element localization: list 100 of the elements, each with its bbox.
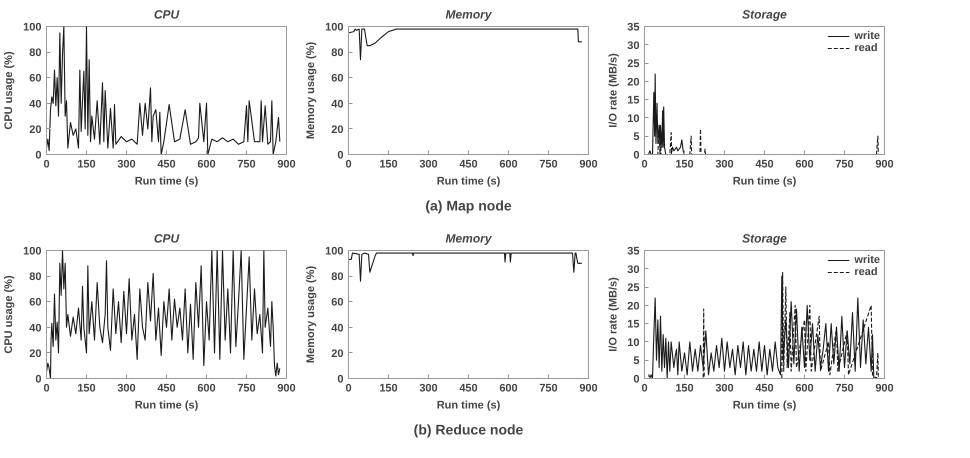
y-tick-label: 0 bbox=[337, 150, 344, 162]
x-tick-label: 600 bbox=[197, 382, 216, 394]
y-tick-label: 40 bbox=[331, 322, 344, 334]
x-tick-label: 0 bbox=[641, 382, 648, 394]
x-tick-label: 900 bbox=[579, 382, 598, 394]
y-tick-label: 80 bbox=[331, 271, 344, 284]
x-tick-label: 0 bbox=[345, 382, 352, 394]
y-tick-label: 80 bbox=[29, 47, 42, 60]
y-tick-label: 0 bbox=[633, 374, 640, 386]
x-tick-label: 150 bbox=[379, 158, 398, 170]
y-tick-label: 40 bbox=[331, 98, 344, 110]
y-tick-label: 10 bbox=[627, 336, 640, 349]
y-tick-label: 20 bbox=[627, 76, 640, 88]
x-axis-title: Run time (s) bbox=[436, 176, 501, 188]
y-tick-label: 20 bbox=[331, 124, 344, 136]
x-tick-label: 750 bbox=[539, 382, 558, 394]
y-axis-title: I/O rate (MB/s) bbox=[607, 52, 620, 128]
y-tick-label: 25 bbox=[627, 58, 640, 70]
x-tick-label: 450 bbox=[459, 158, 478, 170]
y-axis-title: I/O rate (MB/s) bbox=[607, 276, 620, 352]
x-tick-label: 0 bbox=[641, 158, 648, 170]
legend-label: write bbox=[854, 254, 880, 266]
y-tick-label: 80 bbox=[331, 47, 344, 60]
y-tick-label: 20 bbox=[29, 124, 42, 136]
y-tick-label: 60 bbox=[29, 296, 42, 309]
x-tick-label: 450 bbox=[157, 158, 176, 170]
chart-title: Storage bbox=[742, 8, 788, 22]
y-tick-label: 100 bbox=[325, 22, 344, 34]
x-tick-label: 600 bbox=[499, 158, 518, 170]
x-tick-label: 150 bbox=[675, 158, 694, 170]
x-tick-label: 900 bbox=[875, 382, 894, 394]
x-tick-label: 750 bbox=[237, 382, 256, 394]
x-tick-label: 300 bbox=[419, 382, 438, 394]
x-tick-label: 900 bbox=[277, 382, 296, 394]
line-series bbox=[348, 28, 582, 60]
x-tick-label: 450 bbox=[755, 382, 774, 394]
y-tick-label: 0 bbox=[35, 374, 42, 386]
x-tick-label: 450 bbox=[157, 382, 176, 394]
y-tick-label: 100 bbox=[23, 22, 42, 34]
x-tick-label: 600 bbox=[499, 382, 518, 394]
legend-label: read bbox=[854, 42, 878, 54]
y-tick-label: 20 bbox=[29, 348, 42, 360]
x-tick-label: 750 bbox=[539, 158, 558, 170]
x-tick-label: 750 bbox=[237, 158, 256, 170]
x-tick-label: 300 bbox=[117, 158, 136, 170]
x-tick-label: 300 bbox=[117, 382, 136, 394]
text: (b) Reduce node bbox=[414, 422, 524, 438]
y-tick-label: 40 bbox=[29, 322, 42, 334]
y-tick-label: 20 bbox=[627, 300, 640, 312]
y-tick-label: 100 bbox=[23, 246, 42, 258]
x-tick-label: 150 bbox=[675, 382, 694, 394]
x-axis-title: Run time (s) bbox=[732, 400, 797, 412]
y-tick-label: 20 bbox=[331, 348, 344, 360]
legend-label: read bbox=[854, 266, 878, 278]
y-tick-label: 25 bbox=[627, 282, 640, 294]
x-tick-label: 150 bbox=[77, 158, 96, 170]
x-tick-label: 600 bbox=[795, 158, 814, 170]
y-tick-label: 80 bbox=[29, 271, 42, 284]
x-tick-label: 0 bbox=[43, 158, 50, 170]
x-tick-label: 0 bbox=[345, 158, 352, 170]
y-axis-title: Memory usage (%) bbox=[305, 266, 318, 364]
x-tick-label: 600 bbox=[197, 158, 216, 170]
x-tick-label: 750 bbox=[835, 382, 854, 394]
x-tick-label: 300 bbox=[715, 158, 734, 170]
x-tick-label: 300 bbox=[715, 382, 734, 394]
x-tick-label: 150 bbox=[77, 382, 96, 394]
y-axis-title: CPU usage (%) bbox=[3, 275, 16, 354]
y-tick-label: 10 bbox=[627, 112, 640, 125]
x-tick-label: 450 bbox=[755, 158, 774, 170]
y-tick-label: 60 bbox=[331, 72, 344, 85]
x-axis-title: Run time (s) bbox=[732, 176, 797, 188]
x-axis-title: Run time (s) bbox=[436, 400, 501, 412]
x-tick-label: 300 bbox=[419, 158, 438, 170]
line-series bbox=[348, 252, 582, 282]
x-tick-label: 750 bbox=[835, 158, 854, 170]
x-tick-label: 450 bbox=[459, 382, 478, 394]
chart-title: Memory bbox=[445, 232, 493, 246]
x-tick-label: 900 bbox=[875, 158, 894, 170]
x-axis-title: Run time (s) bbox=[134, 176, 199, 188]
y-tick-label: 35 bbox=[627, 22, 640, 34]
y-tick-label: 5 bbox=[633, 131, 640, 144]
y-tick-label: 0 bbox=[337, 374, 344, 386]
y-tick-label: 100 bbox=[325, 246, 344, 258]
text: (a) Map node bbox=[425, 198, 512, 214]
x-axis-title: Run time (s) bbox=[134, 400, 199, 412]
y-tick-label: 15 bbox=[627, 318, 640, 331]
x-tick-label: 600 bbox=[795, 382, 814, 394]
y-tick-label: 15 bbox=[627, 94, 640, 107]
y-tick-label: 5 bbox=[633, 355, 640, 368]
y-tick-label: 0 bbox=[35, 150, 42, 162]
y-tick-label: 30 bbox=[627, 264, 640, 276]
y-tick-label: 60 bbox=[331, 296, 344, 309]
y-tick-label: 0 bbox=[633, 150, 640, 162]
x-tick-label: 900 bbox=[277, 158, 296, 170]
chart-title: CPU bbox=[154, 8, 180, 22]
chart-title: CPU bbox=[154, 232, 180, 246]
chart-title: Memory bbox=[445, 8, 493, 22]
y-axis-title: CPU usage (%) bbox=[3, 51, 16, 130]
y-axis-title: Memory usage (%) bbox=[305, 42, 318, 140]
x-tick-label: 900 bbox=[579, 158, 598, 170]
